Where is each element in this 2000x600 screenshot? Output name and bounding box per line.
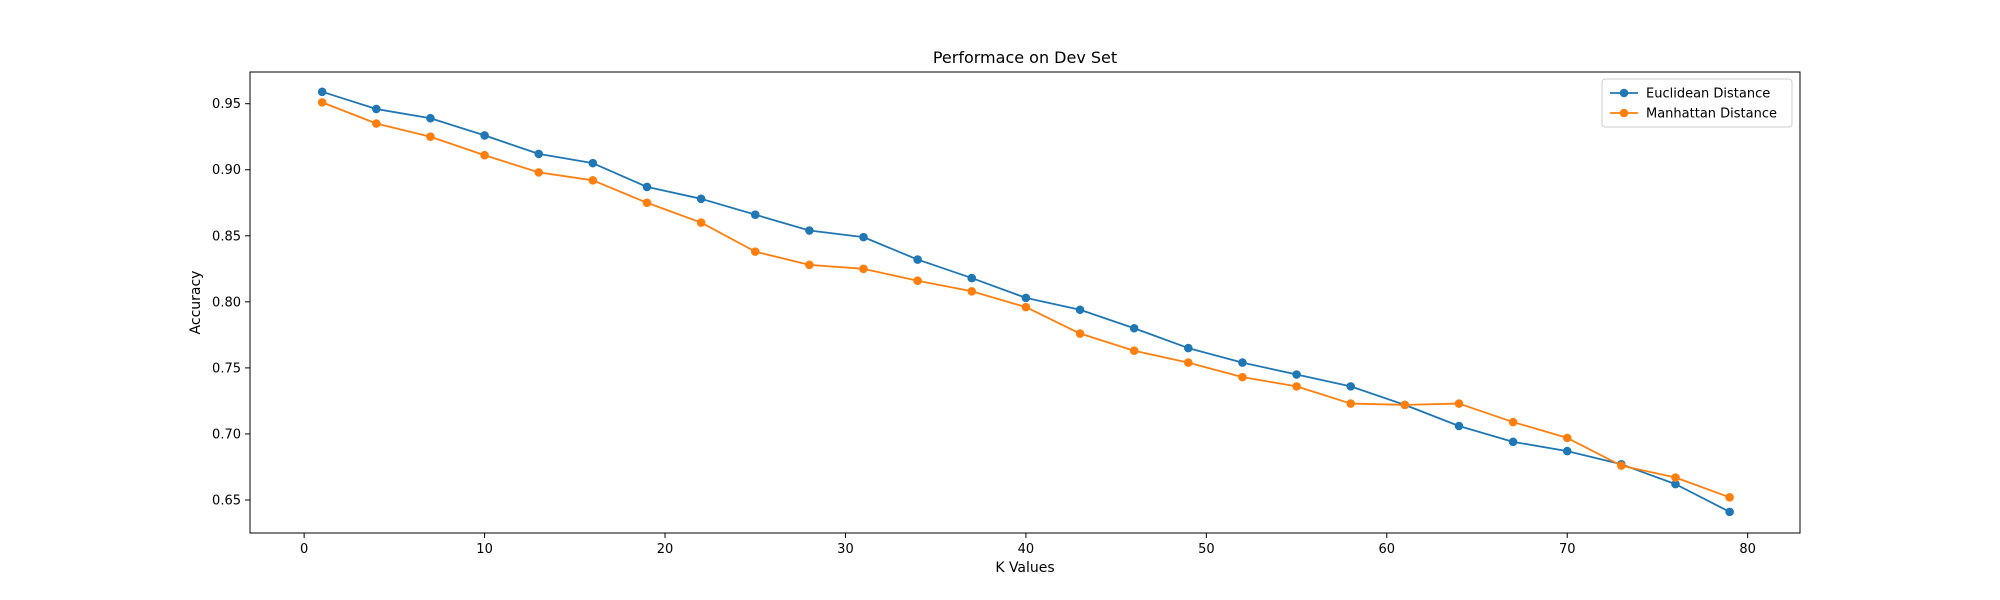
data-point <box>967 286 977 296</box>
data-point <box>1508 417 1518 427</box>
data-point <box>426 132 435 142</box>
data-point <box>805 226 814 235</box>
y-tick-label: 0.70 <box>212 427 241 442</box>
data-point <box>1454 399 1464 408</box>
x-tick-label: 50 <box>1198 542 1215 557</box>
series-2 <box>317 98 1734 502</box>
y-tick-label: 0.65 <box>212 493 241 508</box>
data-point <box>750 210 760 219</box>
data-point <box>317 87 327 97</box>
data-point <box>372 119 381 128</box>
data-point <box>967 273 977 283</box>
x-tick-label: 60 <box>1379 542 1396 557</box>
data-point <box>1292 370 1301 379</box>
legend-item: Euclidean Distance <box>1610 87 1770 102</box>
data-point <box>913 255 922 264</box>
x-tick-label: 10 <box>476 542 493 557</box>
data-point <box>1346 399 1355 408</box>
x-tick-label: 30 <box>837 542 854 557</box>
data-point <box>1562 446 1572 456</box>
y-tick-label: 0.80 <box>212 295 241 310</box>
data-point <box>1075 329 1085 338</box>
data-point <box>913 276 922 286</box>
legend-box <box>1601 78 1793 128</box>
x-tick-label: 40 <box>1018 542 1035 557</box>
legend-item: Manhattan Distance <box>1610 107 1777 122</box>
data-point <box>1562 433 1572 443</box>
data-point <box>534 149 544 159</box>
data-point <box>317 98 327 107</box>
data-point <box>372 104 381 114</box>
data-point <box>1184 343 1193 353</box>
data-point <box>1238 372 1247 382</box>
data-point <box>1346 382 1355 391</box>
x-tick-label: 70 <box>1559 542 1576 557</box>
x-tick-label: 20 <box>657 542 674 557</box>
legend: Euclidean Distance Manhattan Distance <box>1601 78 1793 128</box>
data-point <box>1400 400 1410 410</box>
chart-title: Performace on Dev Set <box>933 48 1117 67</box>
data-point <box>1671 473 1680 482</box>
data-point <box>426 113 435 123</box>
data-point <box>1021 293 1031 303</box>
data-point <box>642 182 652 192</box>
y-axis: 0.65 0.70 0.75 0.80 0.85 0.90 0.95 <box>212 97 250 508</box>
data-point <box>480 131 489 140</box>
x-tick-label: 0 <box>300 542 308 557</box>
data-point <box>1184 358 1193 367</box>
data-point <box>534 168 544 177</box>
y-tick-label: 0.90 <box>212 163 241 178</box>
data-point <box>1508 437 1518 447</box>
x-axis: 0 10 20 30 40 50 60 70 80 <box>300 533 1756 557</box>
data-point <box>696 194 706 204</box>
y-axis-label: Accuracy <box>188 271 204 335</box>
data-point <box>1238 358 1247 367</box>
data-point <box>1725 493 1734 502</box>
data-point <box>1725 507 1734 517</box>
plot-area <box>317 87 1734 517</box>
y-tick-label: 0.85 <box>212 229 241 244</box>
data-point <box>750 247 760 256</box>
series-1 <box>317 87 1734 517</box>
y-tick-label: 0.95 <box>212 97 241 112</box>
data-point <box>859 264 868 274</box>
data-point <box>588 158 598 168</box>
data-point <box>1021 302 1031 312</box>
data-point <box>696 218 706 227</box>
data-point <box>1454 421 1464 431</box>
data-point <box>859 232 868 242</box>
data-point <box>805 260 814 270</box>
data-point <box>1292 382 1301 391</box>
data-point <box>588 176 598 185</box>
data-point <box>642 198 652 208</box>
x-tick-label: 80 <box>1739 542 1756 557</box>
legend-label: Euclidean Distance <box>1646 87 1770 102</box>
y-tick-label: 0.75 <box>212 361 241 376</box>
data-point <box>1075 305 1085 315</box>
data-point <box>1671 479 1680 489</box>
axes-frame <box>249 71 1801 534</box>
x-axis-label: K Values <box>995 560 1054 576</box>
data-point <box>1129 346 1139 356</box>
legend-label: Manhattan Distance <box>1646 107 1777 122</box>
data-point <box>1129 323 1139 333</box>
data-point <box>480 150 489 160</box>
data-point <box>1617 461 1626 470</box>
legend-marker <box>1619 108 1629 118</box>
legend-marker <box>1619 88 1629 98</box>
